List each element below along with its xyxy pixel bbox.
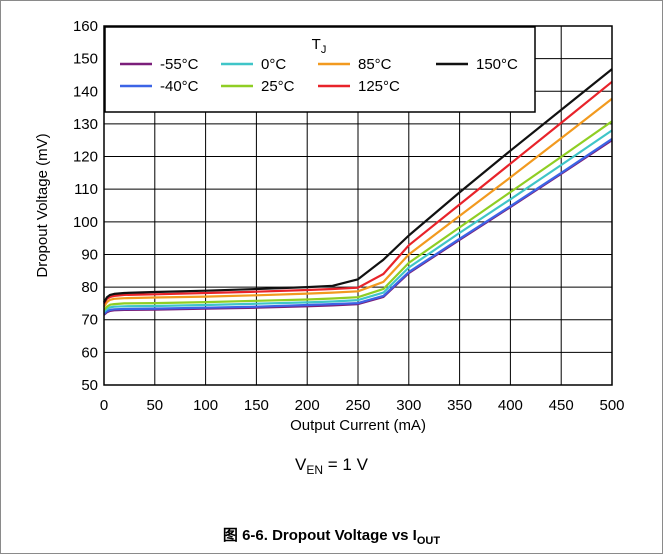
x-tick-label: 400	[498, 397, 523, 414]
x-tick-label: 450	[549, 397, 574, 414]
y-tick-label: 90	[81, 246, 98, 263]
legend-label: 85°C	[358, 56, 392, 73]
condition-subscript: EN	[306, 463, 324, 477]
y-tick-label: 120	[73, 149, 98, 166]
y-tick-label: 60	[81, 344, 98, 361]
x-tick-label: 150	[244, 397, 269, 414]
y-tick-label: 100	[73, 214, 98, 231]
y-tick-label: 80	[81, 279, 98, 296]
plot-border	[103, 25, 613, 386]
legend: TJ -55°C -40°C 0°C 25°C 85°C 125°C 150°C	[104, 26, 536, 113]
figure-caption: 图 6-6. Dropout Voltage vs IOUT	[0, 524, 663, 547]
x-tick-label: 500	[599, 397, 624, 414]
legend-label: -55°C	[160, 56, 199, 73]
condition-symbol: V	[295, 455, 307, 474]
x-tick-label: 250	[345, 397, 370, 414]
legend-title-sub: J	[321, 44, 327, 56]
y-tick-label: 150	[73, 51, 98, 68]
legend-label: 150°C	[476, 56, 518, 73]
caption-text: 图 6-6. Dropout Voltage vs I	[222, 527, 417, 544]
y-tick-label: 160	[73, 18, 98, 35]
axis-ticks: 0 50 100 150 200 250 300 350 400 450 5005060708090…	[73, 18, 625, 414]
series-line	[103, 129, 613, 313]
series-line	[103, 137, 613, 315]
condition-value: = 1 V	[323, 455, 368, 474]
caption-subscript: OUT	[416, 535, 441, 547]
x-tick-label: 200	[295, 397, 320, 414]
x-tick-label: 100	[193, 397, 218, 414]
legend-label: 125°C	[358, 78, 400, 95]
legend-label: 0°C	[261, 56, 286, 73]
x-tick-label: 350	[447, 397, 472, 414]
series-line	[103, 120, 613, 311]
y-tick-label: 140	[73, 83, 98, 100]
legend-label: 25°C	[261, 78, 295, 95]
x-axis-label: Output Current (mA)	[290, 417, 426, 434]
x-tick-label: 0	[100, 397, 108, 414]
test-condition: VEN = 1 V	[0, 455, 663, 477]
series-line	[103, 80, 613, 305]
x-tick-label: 50	[146, 397, 163, 414]
y-tick-label: 130	[73, 116, 98, 133]
series-line	[103, 97, 613, 308]
series-lines	[103, 68, 613, 316]
series-line	[103, 68, 613, 303]
y-axis-label: Dropout Voltage (mV)	[34, 133, 51, 277]
legend-box	[104, 26, 536, 113]
legend-title-main: T	[312, 36, 321, 53]
legend-items: -55°C -40°C 0°C 25°C 85°C 125°C 150°C	[120, 56, 518, 95]
x-tick-label: 300	[396, 397, 421, 414]
y-tick-label: 70	[81, 312, 98, 329]
legend-label: -40°C	[160, 78, 199, 95]
y-tick-label: 50	[81, 377, 98, 394]
y-tick-label: 110	[74, 181, 98, 198]
legend-title: TJ	[312, 36, 327, 56]
